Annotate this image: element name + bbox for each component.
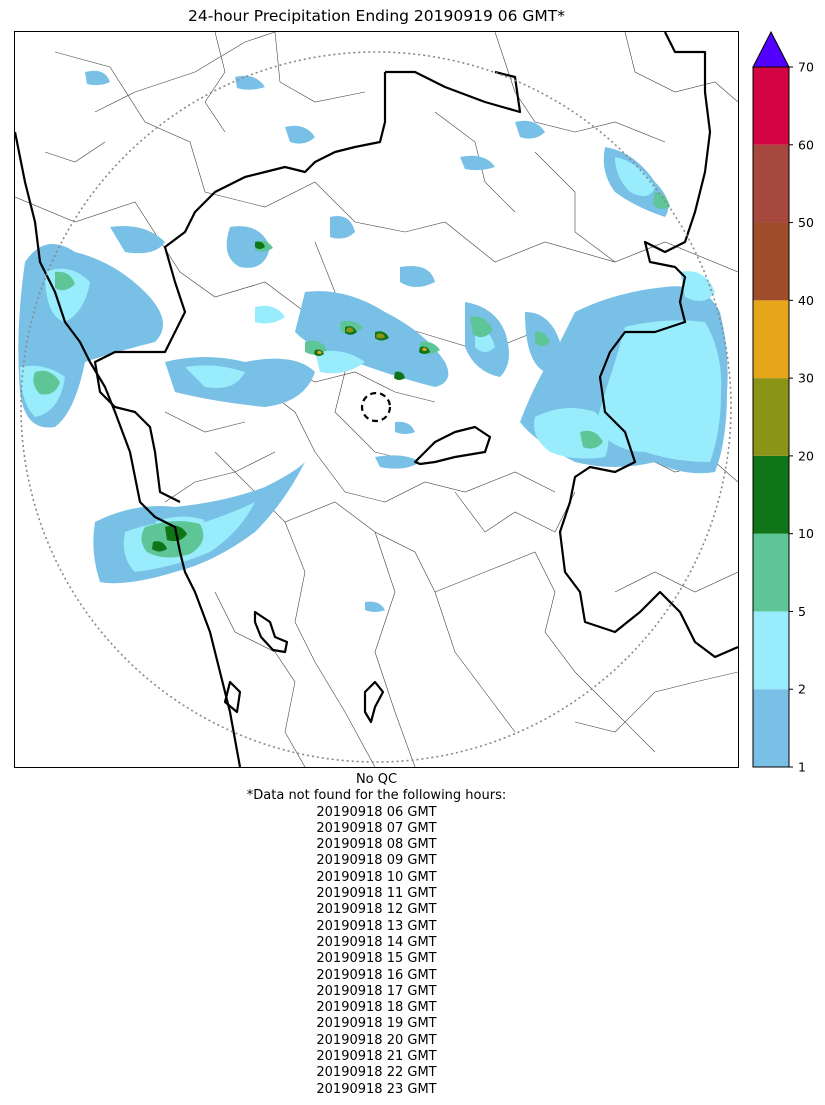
missing-hour: 20190918 21 GMT xyxy=(316,1049,437,1065)
map-title: 24-hour Precipitation Ending 20190919 06… xyxy=(188,7,565,25)
missing-hour: 20190918 09 GMT xyxy=(316,853,437,869)
missing-hour: 20190918 13 GMT xyxy=(316,918,437,934)
missing-hour: 20190918 10 GMT xyxy=(316,869,437,885)
colorbar-tick-label: 10 xyxy=(798,526,814,541)
colorbar: 1 2 5 10 20 30 40 50 60 70 xyxy=(752,30,825,775)
colorbar-canvas: 1 2 5 10 20 30 40 50 60 70 xyxy=(752,30,814,775)
radar-range-ring xyxy=(20,51,732,763)
colorbar-segment xyxy=(753,455,789,534)
missing-hour: 20190918 23 GMT xyxy=(316,1081,437,1097)
missing-hour: 20190918 17 GMT xyxy=(316,983,437,999)
missing-hour: 20190918 18 GMT xyxy=(316,1000,437,1016)
notes: No QC *Data not found for the following … xyxy=(14,772,739,1098)
missing-hour: 20190918 06 GMT xyxy=(316,804,437,820)
colorbar-frame xyxy=(752,66,790,768)
colorbar-tick-label: 30 xyxy=(798,371,814,386)
colorbar-segment xyxy=(753,67,789,145)
colorbar-segment xyxy=(753,378,789,456)
colorbar-tick-label: 50 xyxy=(798,215,814,230)
missing-hour: 20190918 08 GMT xyxy=(316,837,437,853)
missing-hour: 20190918 07 GMT xyxy=(316,820,437,836)
colorbar-tick-label: 40 xyxy=(798,293,814,308)
missing-hour: 20190918 22 GMT xyxy=(316,1065,437,1081)
colorbar-extend-arrow xyxy=(752,30,790,68)
colorbar-segment xyxy=(753,533,789,612)
qc-note: No QC xyxy=(355,772,398,787)
colorbar-segment xyxy=(753,689,789,767)
colorbar-tick-label: 2 xyxy=(798,682,806,697)
colorbar-segment xyxy=(753,222,789,301)
map-canvas xyxy=(15,32,738,767)
colorbar-tick-label: 70 xyxy=(798,60,814,75)
missing-hour: 20190918 15 GMT xyxy=(316,951,437,967)
colorbar-tick-label: 1 xyxy=(798,760,806,775)
missing-hour: 20190918 20 GMT xyxy=(316,1032,437,1048)
colorbar-segment xyxy=(753,144,789,223)
missing-hour: 20190918 12 GMT xyxy=(316,902,437,918)
precip-20-40mm xyxy=(317,327,427,354)
colorbar-segment xyxy=(753,611,789,690)
precip-2-5mm xyxy=(20,157,722,572)
missing-hour: 20190918 16 GMT xyxy=(316,967,437,983)
colorbar-tick-label: 5 xyxy=(798,604,806,619)
missing-hour: 20190918 14 GMT xyxy=(316,934,437,950)
missing-header: *Data not found for the following hours: xyxy=(246,788,507,804)
precipitation-map xyxy=(14,31,739,768)
radar-site-marker xyxy=(360,391,392,423)
state-boundaries xyxy=(15,32,738,767)
missing-hour: 20190918 11 GMT xyxy=(316,886,437,902)
colorbar-tick-label: 60 xyxy=(798,137,814,152)
colorbar-segment xyxy=(753,300,789,379)
colorbar-tick-label: 20 xyxy=(798,448,814,463)
missing-hour: 20190918 19 GMT xyxy=(316,1016,437,1032)
